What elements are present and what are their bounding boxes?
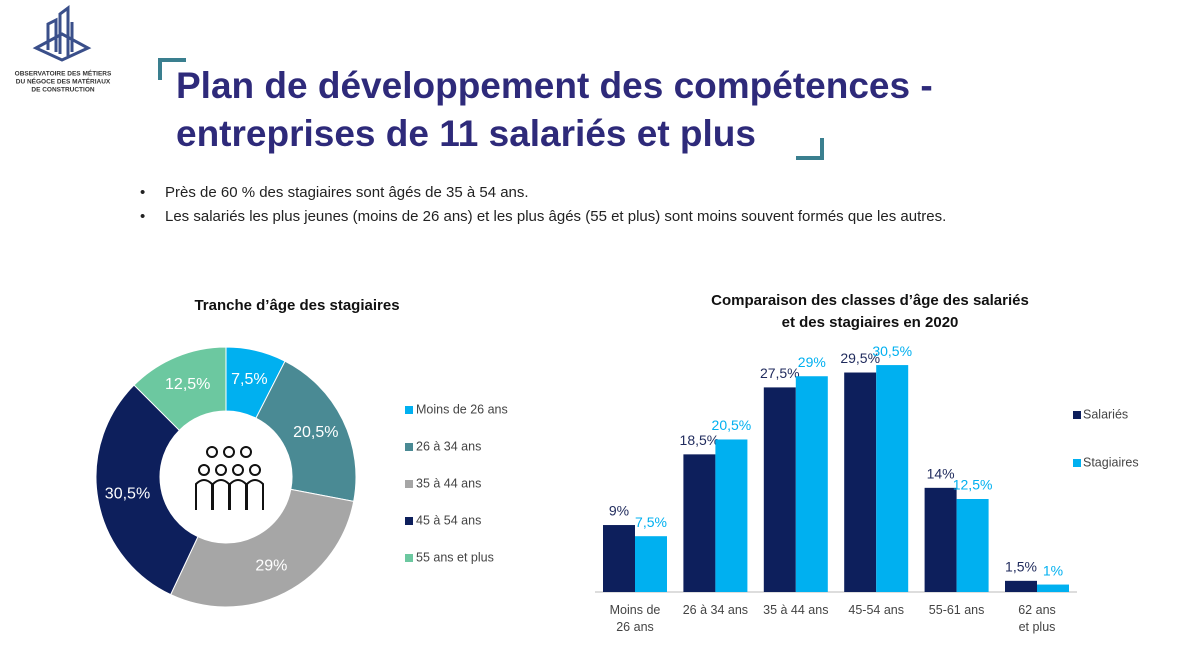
bar-chart: 9% 7,5% 18,5%20,5% 27,5%29% 29,5%30,5% 14%12,… xyxy=(595,343,1139,593)
bullet-text: Les salariés les plus jeunes (moins de 2… xyxy=(165,208,947,225)
donut-slice xyxy=(255,360,357,502)
x-tick-label: Moins de 26 ans xyxy=(609,603,661,634)
legend-swatch xyxy=(1073,411,1081,419)
value-label: 18,5% xyxy=(680,432,720,448)
bar xyxy=(956,499,989,592)
people-icon xyxy=(195,446,264,510)
logo-text: DE CONSTRUCTION xyxy=(31,87,95,94)
legend-swatch xyxy=(1073,459,1081,467)
value-label: 29,5% xyxy=(840,350,880,366)
value-label: 12,5% xyxy=(953,477,993,493)
title-line: Plan de développement des compétences - xyxy=(176,65,933,106)
x-tick-label: 35 à 44 ans xyxy=(763,603,829,617)
chart-title: et des stagiaires en 2020 xyxy=(782,314,959,331)
legend-label: 35 à 44 ans xyxy=(416,476,481,490)
bar xyxy=(844,372,877,592)
bracket xyxy=(796,138,824,160)
value-label: 7,5% xyxy=(635,514,667,530)
logo-icon xyxy=(32,5,92,62)
bar xyxy=(763,387,796,592)
x-tick-label: 45-54 ans xyxy=(848,603,904,617)
bar xyxy=(603,525,635,592)
slice-label: 12,5% xyxy=(165,376,210,393)
legend-label: 45 à 54 ans xyxy=(416,513,481,527)
title-line: entreprises de 11 salariés et plus xyxy=(176,113,756,154)
legend-label: Moins de 26 ans xyxy=(416,402,508,416)
value-label: 9% xyxy=(609,503,629,519)
legend-label: 55 ans et plus xyxy=(416,550,494,564)
value-label: 30,5% xyxy=(872,343,912,359)
bullet-text: Près de 60 % des stagiaires sont âgés de… xyxy=(165,184,529,201)
slice-label: 7,5% xyxy=(231,371,267,388)
value-label: 20,5% xyxy=(712,417,752,433)
bar xyxy=(635,536,667,592)
legend-swatch xyxy=(405,480,413,488)
page-title: Plan de développement des compétences - … xyxy=(176,62,933,158)
bar xyxy=(715,439,748,592)
bar xyxy=(1005,580,1037,592)
bar xyxy=(876,365,909,592)
bar xyxy=(795,376,828,592)
legend-swatch xyxy=(405,517,413,525)
slice-label: 29% xyxy=(255,557,287,574)
legend-label: Salariés xyxy=(1083,407,1128,421)
donut-slice xyxy=(95,384,199,596)
donut-slice xyxy=(133,346,227,432)
value-label: 1,5% xyxy=(1005,559,1037,575)
donut-slice xyxy=(169,488,355,608)
x-tick-label: 62 ans et plus xyxy=(1018,603,1056,634)
legend-label: 26 à 34 ans xyxy=(416,439,481,453)
bar xyxy=(1037,584,1069,592)
bar xyxy=(683,454,716,592)
legend-label: Stagiaires xyxy=(1083,455,1139,469)
value-label: 1% xyxy=(1043,562,1063,578)
slice-label: 20,5% xyxy=(293,424,338,441)
chart-title: Comparaison des classes d’âge des salari… xyxy=(711,292,1029,309)
donut: 7,5% Moins de 26 ans 20,5% 26 à 34 ans 29% 35… xyxy=(95,346,508,608)
x-tick-label: 26 à 34 ans xyxy=(682,603,749,617)
slice-label: 30,5% xyxy=(105,485,150,502)
value-label: 29% xyxy=(798,354,826,370)
bracket xyxy=(158,58,186,80)
legend-swatch xyxy=(405,554,413,562)
chart-title: Tranche d’âge des stagiaires xyxy=(194,297,399,314)
logo-text: OBSERVATOIRE DES MÉTIERS xyxy=(15,69,112,78)
x-tick-label: 55-61 ans xyxy=(928,603,985,617)
value-label: 14% xyxy=(927,466,955,482)
bar xyxy=(924,487,957,592)
legend-swatch xyxy=(405,443,413,451)
logo-text: DU NÉGOCE DES MATÉRIAUX xyxy=(16,77,111,86)
value-label: 27,5% xyxy=(760,365,800,381)
legend-swatch xyxy=(405,406,413,414)
